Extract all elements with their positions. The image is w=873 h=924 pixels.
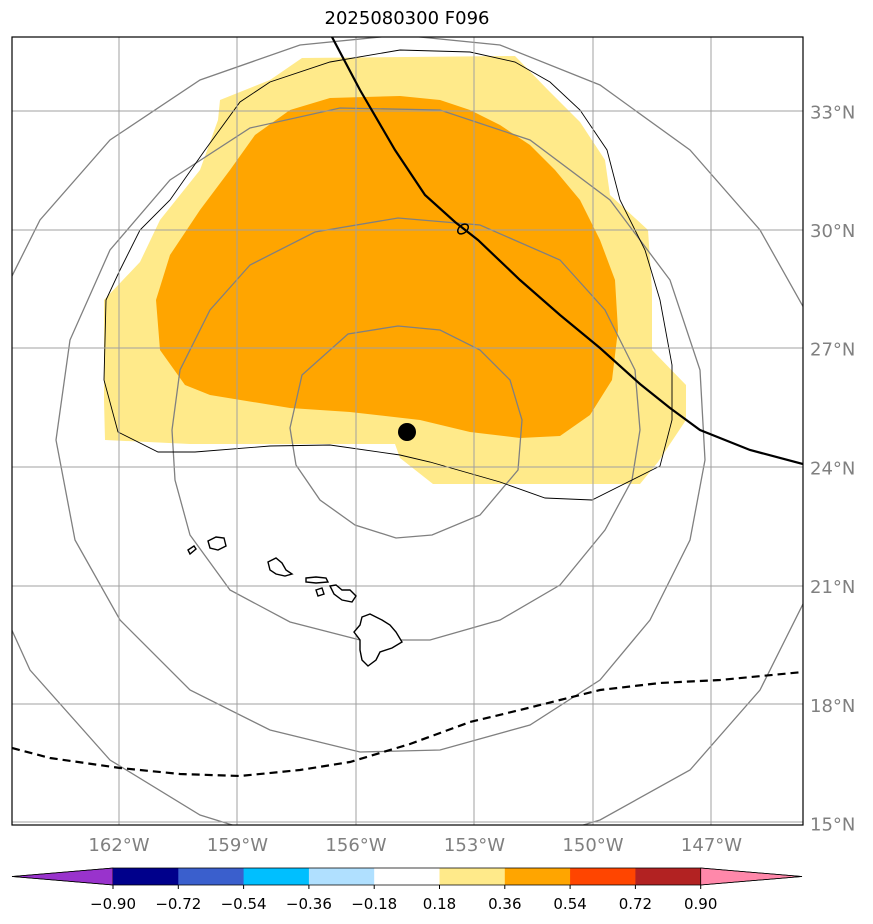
lat-tick-label: 24°N xyxy=(810,458,855,479)
lon-tick-label: 162°W xyxy=(88,835,149,856)
colorbar-extend-low xyxy=(11,867,114,886)
dashed-line xyxy=(12,670,803,778)
colorbar-label: −0.54 xyxy=(221,895,267,913)
lon-tick-label: 153°W xyxy=(444,835,505,856)
map-frame xyxy=(11,36,804,826)
colorbar-label: −0.18 xyxy=(351,895,397,913)
colorbar-segment xyxy=(439,868,506,885)
gridlines xyxy=(12,37,803,825)
map-title: 2025080300 F096 xyxy=(324,8,490,29)
lon-tick-label: 156°W xyxy=(325,835,386,856)
shaded-region-orange xyxy=(156,96,618,438)
colorbar-segment xyxy=(374,868,440,885)
colorbar-label: −0.90 xyxy=(90,895,136,913)
track-line xyxy=(331,37,803,466)
lat-tick-label: 27°N xyxy=(810,340,855,361)
lat-tick-label: 21°N xyxy=(810,577,855,598)
colorbar-label: 0.18 xyxy=(423,895,456,913)
colorbar-segment xyxy=(113,868,179,885)
colorbar-segment xyxy=(243,868,310,885)
hawaiian-islands xyxy=(187,536,403,667)
colorbar-segment xyxy=(570,868,636,885)
colorbar-extend-high xyxy=(700,867,803,886)
colorbar-segment xyxy=(308,868,375,885)
distance-contours xyxy=(12,37,803,825)
lon-tick-label: 150°W xyxy=(562,835,623,856)
colorbar-label: 0.72 xyxy=(619,895,652,913)
lon-tick-label: 147°W xyxy=(681,835,742,856)
track-marker xyxy=(456,223,470,235)
colorbar-label: −0.36 xyxy=(286,895,332,913)
colorbar-segment xyxy=(178,868,245,885)
colorbar: −0.90 −0.72 −0.54 −0.36 −0.18 0.18 0.36 0.54 0.7… xyxy=(11,867,803,913)
thin-contour xyxy=(103,49,673,501)
lat-tick-label: 18°N xyxy=(810,696,855,717)
lat-tick-label: 15°N xyxy=(810,815,855,836)
lat-tick-label: 30°N xyxy=(810,221,855,242)
center-dot xyxy=(398,423,416,441)
colorbar-label: 0.90 xyxy=(684,895,717,913)
colorbar-segment xyxy=(504,868,571,885)
colorbar-label: 0.36 xyxy=(488,895,521,913)
lat-tick-label: 33°N xyxy=(810,102,855,123)
colorbar-label: −0.72 xyxy=(155,895,201,913)
colorbar-label: 0.54 xyxy=(553,895,586,913)
lon-tick-label: 159°W xyxy=(207,835,268,856)
colorbar-segment xyxy=(635,868,702,885)
